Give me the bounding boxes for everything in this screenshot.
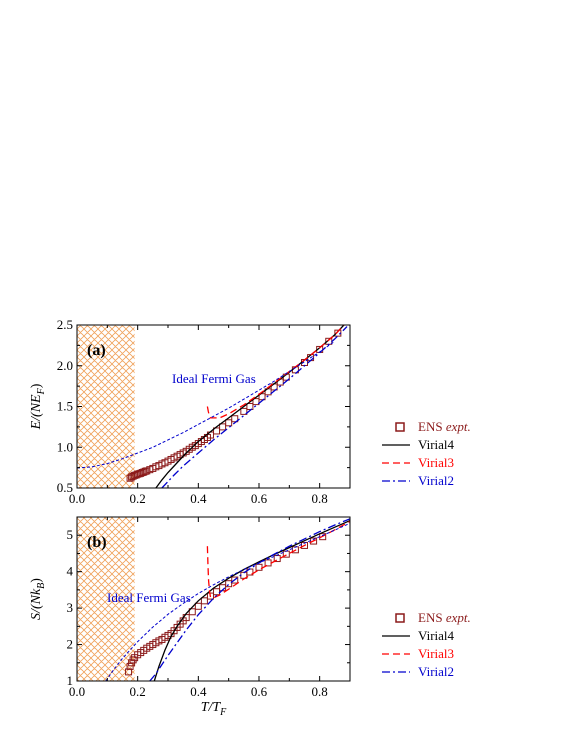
y-axis-label-main: S/(Nk: [29, 588, 44, 620]
plot-area: [77, 325, 348, 488]
data-point: [231, 576, 239, 584]
x-tick-label: 0.0: [69, 684, 85, 699]
series-line: [161, 326, 348, 488]
series-line: [149, 518, 350, 681]
y-tick-label: 0.5: [57, 480, 73, 495]
legend-label-name: Virial2: [418, 473, 454, 488]
panel-a: 0.0 0.2 0.4 0.6 0.8 0.5 1.0 1.5 2.0 2.5 E/(NEF) (a)…: [29, 317, 471, 506]
legend-label: Virial2: [418, 473, 454, 488]
x-tick-label: 0.2: [130, 491, 146, 506]
data-point: [125, 668, 133, 676]
legend-label-suffix: expt.: [443, 419, 471, 434]
y-tick-label: 3: [67, 600, 74, 615]
legend-label: ENS expt.: [418, 419, 471, 434]
data-point: [188, 608, 196, 616]
x-tick-label: 0.8: [312, 491, 328, 506]
y-tick-label: 4: [67, 564, 74, 579]
legend-label: Virial2: [418, 664, 454, 679]
legend-label: Virial4: [418, 628, 455, 643]
y-axis-label-main: E/(NE: [29, 394, 44, 430]
legend-label: Virial4: [418, 437, 455, 452]
y-axis-label-sub: B: [36, 583, 47, 589]
panel-b: 0.0 0.2 0.4 0.6 0.8 1 2 3 4 5 S/(NkB) T/TF (b) Ideal …: [29, 516, 471, 718]
legend-label: ENS expt.: [418, 610, 471, 625]
data-point: [246, 403, 254, 410]
data-point: [231, 415, 239, 423]
y-tick-label: 1.0: [57, 439, 73, 454]
legend-label-name: Virial3: [418, 455, 454, 470]
data-point: [200, 597, 208, 605]
legend-label-name: ENS: [418, 419, 443, 434]
series-line: [153, 520, 350, 681]
legend-label-name: Virial3: [418, 646, 454, 661]
legend-label-name: ENS: [418, 610, 443, 625]
x-axis-label: T/TF: [201, 700, 227, 718]
y-axis-label-sub: F: [36, 387, 47, 395]
x-tick-label: 0.8: [312, 684, 328, 699]
legend-marker-square: [395, 422, 405, 432]
data-point: [126, 662, 134, 670]
y-axis-label-close: ): [29, 578, 44, 583]
y-axis-label-close: ): [29, 383, 44, 388]
y-axis-label: E/(NEF): [29, 383, 47, 430]
ideal-fermi-gas-annotation: Ideal Fermi Gas: [107, 590, 191, 605]
data-point: [252, 398, 260, 406]
series-line: [206, 520, 350, 599]
data-point: [129, 656, 137, 664]
y-tick-label: 2: [67, 637, 74, 652]
x-tick-label: 0.2: [130, 684, 146, 699]
x-tick-label: 0.4: [190, 491, 207, 506]
y-tick-label: 5: [67, 527, 74, 542]
x-tick-label: 0.6: [251, 491, 268, 506]
data-point: [225, 580, 233, 588]
x-tick-label: 0.0: [69, 491, 85, 506]
data-point: [258, 393, 266, 401]
data-point: [264, 559, 272, 567]
x-axis-label-sub: F: [219, 707, 227, 718]
x-axis-label-main: T/T: [201, 700, 222, 715]
y-tick-label: 1: [67, 673, 74, 688]
data-point: [213, 588, 221, 596]
y-tick-label: 2.5: [57, 317, 73, 332]
series-line: [206, 325, 345, 419]
legend-label-suffix: expt.: [443, 610, 471, 625]
plot-frame: [76, 516, 351, 682]
series-line: [105, 522, 350, 681]
data-point: [240, 407, 248, 415]
legend-label: Virial3: [418, 646, 454, 661]
shaded-region: [77, 325, 135, 488]
legend-label: Virial3: [418, 455, 454, 470]
x-tick-label: 0.4: [190, 684, 207, 699]
legend-label-name: Virial4: [418, 628, 455, 643]
panel-label: (a): [87, 342, 106, 359]
ideal-fermi-gas-annotation: Ideal Fermi Gas: [172, 371, 256, 386]
legend: ENS expt. Virial4 Virial3 Virial2: [382, 419, 471, 488]
y-tick-label: 2.0: [57, 358, 73, 373]
legend-marker-square: [395, 613, 405, 623]
y-axis-label: S/(NkB): [29, 578, 47, 620]
legend: ENS expt. Virial4 Virial3 Virial2: [382, 610, 471, 679]
data-point: [213, 427, 221, 435]
legend-label-name: Virial2: [418, 664, 454, 679]
x-tick-label: 0.6: [251, 684, 268, 699]
data-point: [219, 423, 227, 431]
y-tick-label: 1.5: [57, 399, 73, 414]
plot-area: [105, 518, 350, 681]
panel-label: (b): [87, 534, 107, 551]
data-point: [301, 541, 308, 549]
shaded-region: [77, 517, 135, 681]
data-point: [255, 563, 263, 571]
series-line: [155, 325, 345, 488]
data-point: [225, 419, 233, 427]
data-point: [194, 602, 202, 610]
legend-label-name: Virial4: [418, 437, 455, 452]
